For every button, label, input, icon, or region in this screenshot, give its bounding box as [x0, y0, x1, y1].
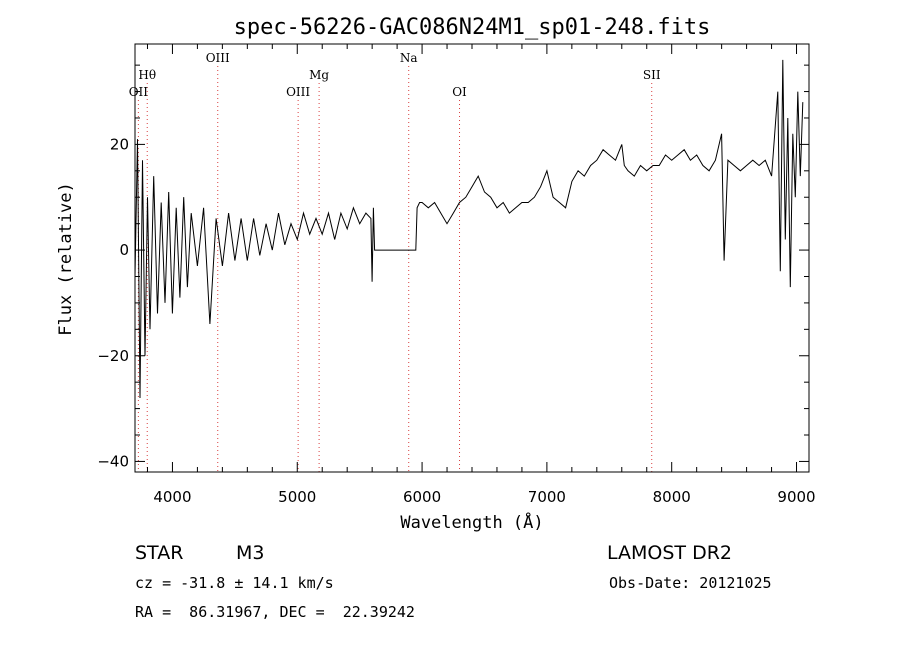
spectrum-line: [134, 59, 804, 399]
plot-frame: [134, 43, 810, 473]
axis-ticks: [135, 44, 809, 472]
reference-line-label: Hθ: [138, 68, 156, 82]
y-tick-label: −20: [97, 347, 129, 365]
survey-label: LAMOST DR2: [607, 542, 732, 564]
x-tick-label: 4000: [153, 488, 191, 506]
reference-lines: [137, 66, 653, 472]
y-tick-label: 20: [110, 135, 129, 153]
x-tick-label: 6000: [403, 488, 441, 506]
chart-title: spec-56226-GAC086N24M1_sp01-248.fits: [234, 15, 711, 40]
y-axis-label: Flux (relative): [56, 182, 76, 336]
y-tick-labels: −40 −20 0 20: [97, 135, 129, 470]
y-tick-label: 0: [119, 241, 129, 259]
coordinates-label: RA = 86.31967, DEC = 22.39242: [135, 603, 415, 621]
object-class: STAR: [135, 542, 183, 564]
x-tick-label: 5000: [278, 488, 316, 506]
velocity-label: cz = -31.8 ± 14.1 km/s: [135, 574, 334, 592]
reference-line-label: Mg: [309, 68, 329, 82]
reference-line-label: SII: [643, 68, 661, 82]
x-tick-label: 7000: [528, 488, 566, 506]
x-tick-label: 8000: [653, 488, 691, 506]
x-tick-labels: 4000 5000 6000 7000 8000 9000: [153, 488, 815, 506]
object-subclass: M3: [236, 542, 264, 564]
reference-line-label: OI: [452, 85, 467, 99]
x-axis-label: Wavelength (Å): [400, 511, 543, 533]
x-tick-label: 9000: [777, 488, 815, 506]
reference-line-label: OIII: [286, 85, 310, 99]
reference-line-label: Na: [400, 51, 418, 65]
obs-date-label: Obs-Date: 20121025: [609, 574, 772, 592]
reference-line-label: OIII: [206, 51, 230, 65]
y-tick-label: −40: [97, 452, 129, 470]
